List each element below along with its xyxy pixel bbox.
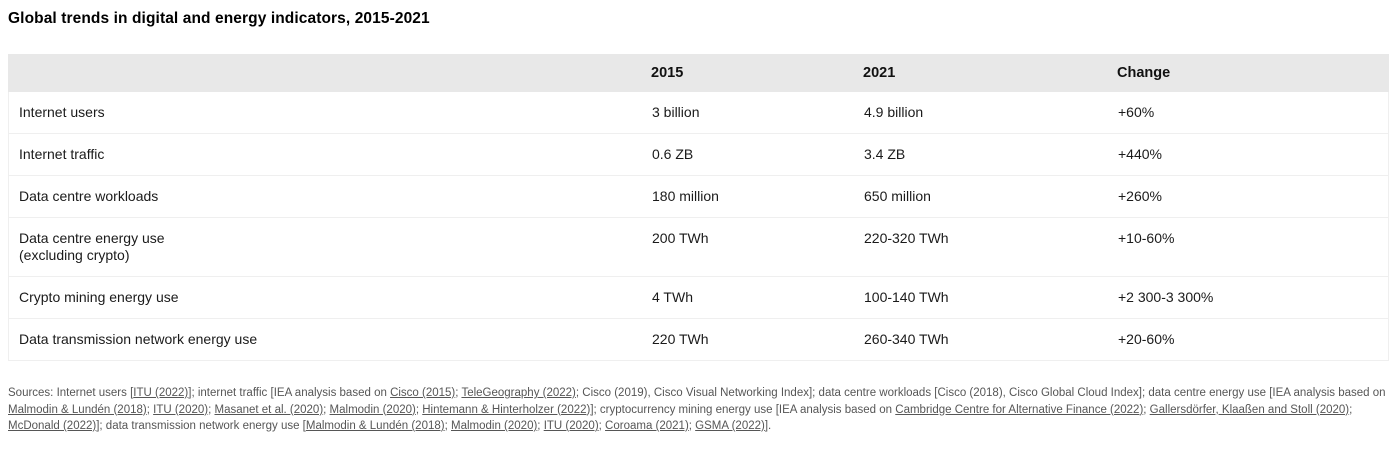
indicators-table: 2015 2021 Change Internet users 3 billion… [8, 54, 1389, 361]
sources-fragment: ]; cryptocurrency mining energy use [IEA… [590, 403, 896, 416]
sources-fragment: ; [598, 420, 606, 432]
source-link[interactable]: GSMA (2022) [695, 420, 765, 432]
sources-text: Sources: Internet users [ITU (2022)]; in… [8, 385, 1391, 435]
sources-fragment: ]; internet traffic [IEA analysis based … [188, 387, 391, 399]
table-row: Data centre energy use (excluding crypto)… [9, 217, 1388, 276]
indicator-cell: Data centre energy use (excluding crypto) [19, 230, 165, 263]
source-link[interactable]: Gallersdörfer, Klaaßen and Stoll (2020) [1149, 403, 1350, 416]
source-link[interactable]: Malmodin & Lundén (2018) [305, 420, 445, 432]
value-2021-cell: 100-140 TWh [864, 289, 949, 305]
sources-fragment: ; Cisco (2019), Cisco Visual Networking … [575, 387, 1386, 399]
sources-fragment: ]; data transmission network energy use … [96, 420, 306, 432]
source-link[interactable]: Malmodin (2020) [329, 403, 416, 416]
source-link[interactable]: TeleGeography (2022) [461, 387, 576, 399]
value-change-cell: +2 300-3 300% [1118, 289, 1214, 305]
sources-fragment: ; [415, 403, 423, 416]
header-change: Change [1117, 65, 1171, 81]
value-2015-cell: 4 TWh [652, 289, 693, 305]
value-2021-cell: 650 million [864, 188, 931, 204]
sources-fragment: ]. [764, 420, 772, 432]
value-change-cell: +60% [1118, 104, 1155, 120]
value-2021-cell: 3.4 ZB [864, 146, 906, 162]
value-2021-cell: 4.9 billion [864, 104, 924, 120]
value-2021-cell: 220-320 TWh [864, 230, 949, 246]
sources-fragment: ; [323, 403, 330, 416]
source-link[interactable]: Coroama (2021) [605, 420, 689, 432]
source-link[interactable]: ITU (2020) [543, 420, 599, 432]
sources-fragment: ; [208, 403, 215, 416]
indicator-cell: Data centre workloads [19, 188, 159, 204]
indicator-cell: Data transmission network energy use [19, 331, 258, 347]
indicator-cell: Internet users [19, 104, 105, 120]
sources-fragment: ; [455, 387, 462, 399]
indicator-cell: Internet traffic [19, 146, 105, 162]
table-row: Crypto mining energy use 4 TWh 100-140 TWh… [9, 276, 1388, 318]
value-2015-cell: 180 million [652, 188, 719, 204]
value-2015-cell: 3 billion [652, 104, 700, 120]
value-change-cell: +440% [1118, 146, 1162, 162]
indicator-cell: Crypto mining energy use [19, 289, 179, 305]
sources-fragment: Sources: Internet users [ [8, 387, 134, 399]
sources-fragment: ; [688, 420, 696, 432]
value-2021-cell: 260-340 TWh [864, 331, 949, 347]
value-change-cell: +10-60% [1118, 230, 1175, 246]
source-link[interactable]: Malmodin & Lundén (2018) [8, 403, 147, 416]
sources-fragment: ; [1349, 403, 1353, 416]
source-link[interactable]: ITU (2020) [153, 403, 209, 416]
table-row: Data centre workloads 180 million 650 mill… [9, 175, 1388, 217]
value-change-cell: +20-60% [1118, 331, 1175, 347]
value-change-cell: +260% [1118, 188, 1162, 204]
table-row: Data transmission network energy use 220 … [9, 318, 1388, 360]
page-title: Global trends in digital and energy indi… [8, 10, 430, 27]
source-link[interactable]: Cambridge Centre for Alternative Finance… [895, 403, 1144, 416]
value-2015-cell: 0.6 ZB [652, 146, 694, 162]
source-link[interactable]: McDonald (2022) [8, 420, 97, 432]
table-body: Internet users 3 billion 4.9 billion +60% In… [8, 92, 1389, 361]
value-2015-cell: 220 TWh [652, 331, 709, 347]
source-link[interactable]: Malmodin (2020) [451, 420, 538, 432]
sources-fragment: ; [1143, 403, 1150, 416]
header-2021: 2021 [863, 65, 896, 81]
source-link[interactable]: Cisco (2015) [390, 387, 456, 399]
source-link[interactable]: ITU (2022) [133, 387, 189, 399]
table-row: Internet users 3 billion 4.9 billion +60% [9, 92, 1388, 133]
table-header-row: 2015 2021 Change [8, 54, 1389, 92]
table-row: Internet traffic 0.6 ZB 3.4 ZB +440% [9, 133, 1388, 175]
sources-fragment: ; [537, 420, 544, 432]
value-2015-cell: 200 TWh [652, 230, 709, 246]
sources-fragment: ; [444, 420, 451, 432]
sources-fragment: ; [146, 403, 154, 416]
source-link[interactable]: Hintemann & Hinterholzer (2022) [422, 403, 591, 416]
header-2015: 2015 [651, 65, 684, 81]
source-link[interactable]: Masanet et al. (2020) [214, 403, 324, 416]
